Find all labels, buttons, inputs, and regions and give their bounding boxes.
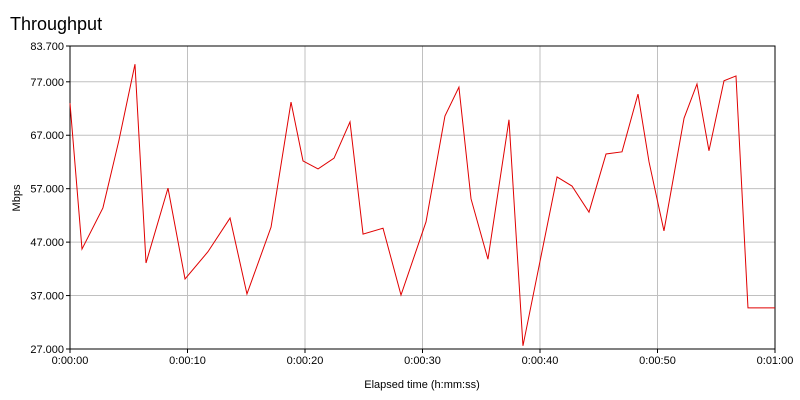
y-tick-label: 83.700	[30, 41, 64, 53]
x-tick-label: 0:01:00	[757, 355, 794, 367]
y-tick-label: 57.000	[30, 184, 64, 196]
x-tick-label: 0:00:30	[404, 355, 441, 367]
x-tick-label: 0:00:10	[169, 355, 206, 367]
chart-title: Throughput	[10, 14, 102, 34]
y-tick-label: 47.000	[30, 237, 64, 249]
x-tick-label: 0:00:00	[52, 355, 89, 367]
x-axis-label: Elapsed time (h:mm:ss)	[364, 379, 480, 391]
y-tick-label: 37.000	[30, 291, 64, 303]
y-tick-label: 67.000	[30, 130, 64, 142]
y-axis-label: Mbps	[11, 184, 23, 211]
y-tick-label: 77.000	[30, 77, 64, 89]
plot-frame	[69, 45, 776, 350]
x-tick-label: 0:00:20	[287, 355, 324, 367]
x-tick-label: 0:00:40	[522, 355, 559, 367]
y-tick-label: 27.000	[30, 344, 64, 356]
data-line	[69, 64, 775, 346]
x-tick-label: 0:00:50	[639, 355, 676, 367]
